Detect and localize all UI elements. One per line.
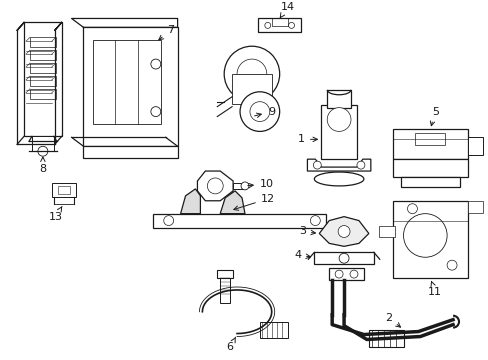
Text: 9: 9 [254, 107, 274, 117]
Circle shape [207, 178, 223, 194]
Bar [52, 183, 76, 197]
Polygon shape [319, 217, 368, 246]
Bar [30, 50, 56, 60]
Bar [415, 134, 444, 145]
Circle shape [224, 46, 279, 102]
Circle shape [326, 108, 350, 131]
Text: 7: 7 [159, 25, 174, 40]
Circle shape [349, 270, 357, 278]
Bar [259, 321, 287, 338]
Circle shape [151, 107, 161, 117]
Bar [368, 330, 403, 347]
Text: 8: 8 [39, 157, 46, 174]
Circle shape [356, 161, 364, 169]
Bar [30, 63, 56, 73]
Text: 11: 11 [427, 282, 441, 297]
Bar [83, 146, 177, 158]
Bar [30, 89, 56, 99]
Circle shape [241, 182, 248, 190]
Text: 4: 4 [293, 250, 310, 260]
Polygon shape [307, 159, 370, 171]
Circle shape [446, 260, 456, 270]
Text: 5: 5 [429, 107, 438, 126]
Text: 1: 1 [297, 134, 317, 144]
Bar [321, 105, 356, 159]
Bar [328, 268, 363, 280]
Bar [314, 252, 373, 264]
Text: 10: 10 [247, 179, 273, 189]
Circle shape [313, 161, 321, 169]
Bar [467, 138, 482, 155]
Bar [30, 76, 56, 86]
Circle shape [163, 216, 173, 226]
Text: 6: 6 [226, 337, 235, 352]
Text: 14: 14 [280, 1, 294, 18]
Polygon shape [180, 189, 200, 213]
Bar [378, 226, 394, 238]
Bar [58, 186, 69, 194]
Circle shape [334, 270, 343, 278]
Bar [153, 213, 325, 228]
Bar [30, 37, 56, 47]
Bar [326, 90, 350, 108]
Circle shape [339, 253, 348, 263]
Bar [392, 201, 467, 278]
Circle shape [288, 22, 294, 28]
Bar [220, 275, 230, 303]
Text: 13: 13 [49, 206, 62, 222]
Polygon shape [197, 171, 233, 201]
Circle shape [240, 92, 279, 131]
Bar [83, 27, 177, 146]
Circle shape [151, 59, 161, 69]
Circle shape [264, 22, 270, 28]
Bar [467, 201, 482, 213]
Bar [217, 270, 233, 278]
Bar [232, 74, 271, 104]
Polygon shape [220, 191, 244, 213]
Text: 2: 2 [385, 313, 400, 327]
Bar [93, 40, 161, 125]
Bar [24, 22, 61, 136]
Circle shape [337, 226, 349, 238]
Circle shape [407, 204, 417, 213]
Bar [392, 159, 467, 177]
Circle shape [403, 213, 446, 257]
Bar [400, 177, 459, 187]
Circle shape [249, 102, 269, 122]
Circle shape [310, 216, 320, 226]
Circle shape [237, 59, 266, 89]
Circle shape [38, 146, 48, 156]
Text: 12: 12 [233, 194, 274, 210]
Bar [233, 183, 244, 189]
Bar [392, 130, 467, 159]
Bar [32, 136, 54, 151]
Text: 3: 3 [298, 226, 315, 237]
Bar [257, 18, 301, 32]
